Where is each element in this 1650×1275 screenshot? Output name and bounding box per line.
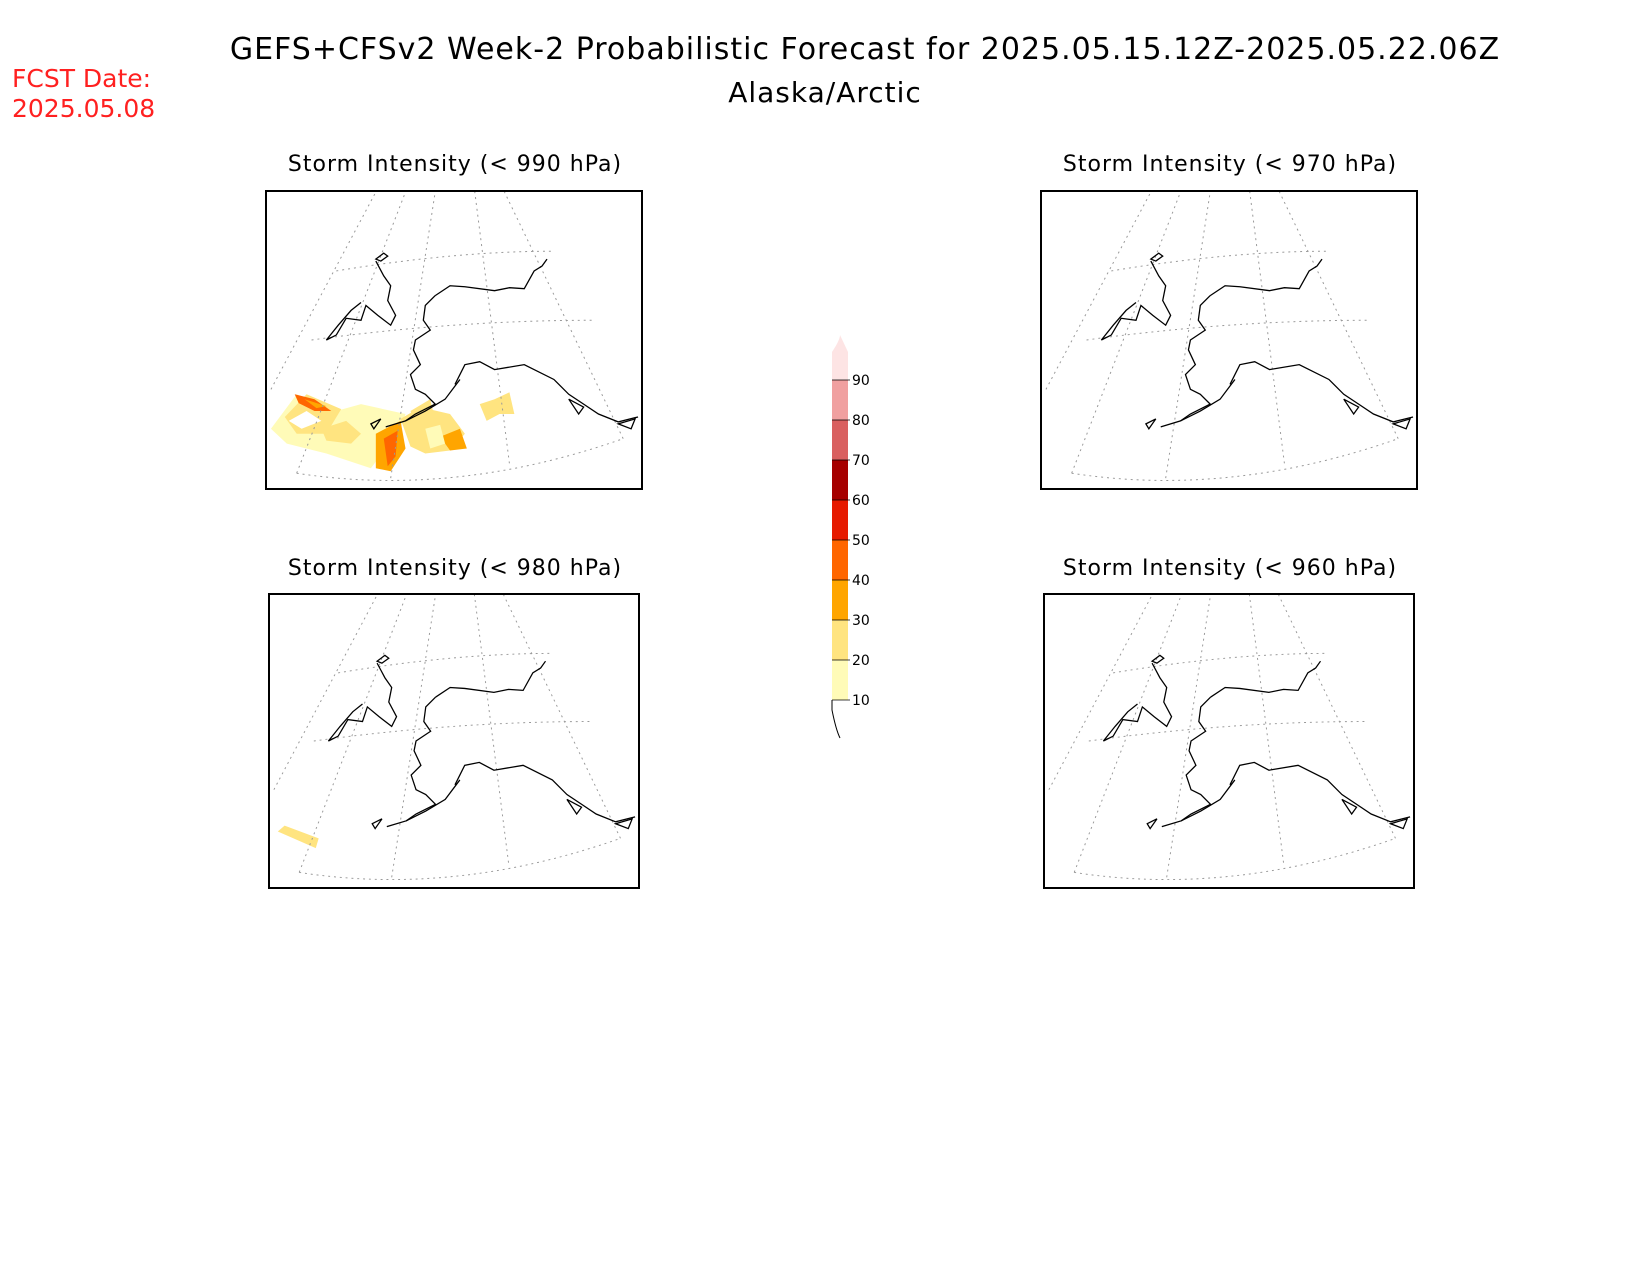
- map-980-svg: [273, 595, 636, 881]
- graticule: [273, 595, 621, 881]
- colorbar-swatch-90: [832, 335, 848, 380]
- colorbar-swatch-60: [832, 460, 848, 500]
- map-960-svg: [1048, 595, 1411, 881]
- graticule: [1045, 192, 1399, 481]
- probability-colorbar: 10 20 30 40 50 60 70 80 90: [831, 335, 870, 739]
- colorbar-swatch-50: [832, 500, 848, 540]
- colorbar-swatch-80: [832, 380, 848, 420]
- colorbar-blocks: [831, 335, 848, 739]
- colorbar-labels: 10 20 30 40 50 60 70 80 90: [832, 373, 870, 709]
- colorbar-swatch-40: [832, 540, 848, 580]
- colorbar-lower-tail: [831, 700, 841, 739]
- colorbar-label-80: 80: [852, 413, 870, 429]
- panel-title-990: Storm Intensity (< 990 hPa): [287, 152, 623, 177]
- colorbar-swatch-10: [832, 660, 848, 700]
- map-panel-970: [1040, 190, 1418, 490]
- coastline: [1100, 252, 1414, 430]
- colorbar-swatch-30: [832, 580, 848, 620]
- colorbar-label-20: 20: [852, 653, 870, 669]
- fcst-date-value: 2025.05.08: [12, 94, 156, 123]
- map-panel-980: [268, 593, 640, 889]
- coastline: [325, 252, 639, 430]
- panel-title-970: Storm Intensity (< 970 hPa): [1062, 152, 1398, 177]
- graticule: [270, 192, 624, 481]
- colorbar-label-70: 70: [852, 453, 870, 469]
- colorbar-swatch-20: [832, 620, 848, 660]
- main-title: GEFS+CFSv2 Week-2 Probabilistic Forecast…: [229, 32, 1501, 67]
- colorbar-label-90: 90: [852, 373, 870, 389]
- panel-title-980: Storm Intensity (< 980 hPa): [287, 556, 623, 581]
- region-subtitle: Alaska/Arctic: [728, 76, 922, 109]
- probability-shading: [270, 392, 515, 472]
- colorbar-swatch-70: [832, 420, 848, 460]
- map-970-svg: [1045, 192, 1414, 481]
- coastline: [1102, 654, 1411, 830]
- probability-shading: [277, 825, 319, 849]
- graticule: [1048, 595, 1396, 881]
- map-panel-990: [265, 190, 643, 490]
- map-panel-960: [1043, 593, 1415, 889]
- colorbar-label-10: 10: [852, 693, 870, 709]
- colorbar-label-40: 40: [852, 573, 870, 589]
- colorbar-label-50: 50: [852, 533, 870, 549]
- coastline: [327, 654, 636, 830]
- colorbar-label-30: 30: [852, 613, 870, 629]
- map-990-svg: [270, 192, 639, 481]
- fcst-date-label: FCST Date:: [12, 64, 152, 93]
- panel-title-960: Storm Intensity (< 960 hPa): [1062, 556, 1398, 581]
- colorbar-label-60: 60: [852, 493, 870, 509]
